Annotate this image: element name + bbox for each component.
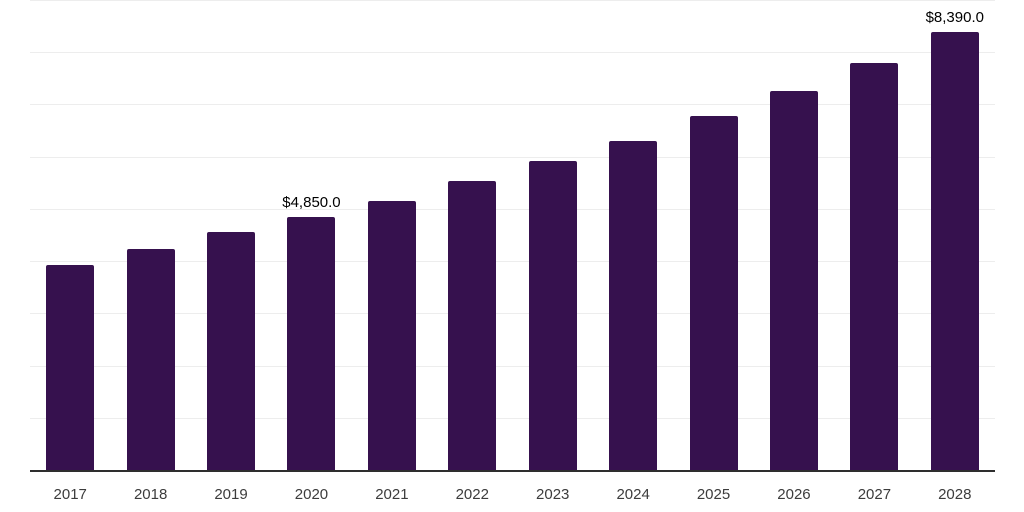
x-axis-line (30, 470, 995, 472)
bar-2018[interactable] (126, 249, 175, 470)
bar-2020[interactable] (287, 216, 336, 470)
bar-2027[interactable] (850, 62, 899, 470)
bar-2024[interactable] (609, 141, 658, 470)
x-tick-2028: 2028 (938, 486, 972, 503)
x-tick-2017: 2017 (53, 486, 87, 503)
bar-2021[interactable] (367, 200, 416, 470)
x-tick-2023: 2023 (536, 486, 570, 503)
x-tick-2027: 2027 (857, 486, 892, 503)
bar-2019[interactable] (207, 231, 256, 470)
x-tick-2018: 2018 (133, 486, 168, 503)
bar-2026[interactable] (769, 90, 818, 470)
x-tick-2026: 2026 (777, 486, 811, 503)
data-label-2020: $4,850.0 (282, 193, 341, 211)
gridline (30, 261, 995, 263)
x-tick-2020: 2020 (294, 486, 329, 503)
x-tick-2021: 2021 (375, 486, 409, 503)
x-tick-2022: 2022 (455, 486, 489, 503)
gridline (30, 156, 995, 158)
gridline (30, 417, 995, 419)
bar-2025[interactable] (689, 116, 738, 470)
gridline (30, 208, 995, 210)
bar-2017[interactable] (46, 265, 95, 470)
x-tick-2025: 2025 (696, 486, 731, 503)
gridline (30, 0, 995, 1)
data-label-2028: $8,390.0 (925, 8, 984, 26)
x-tick-2019: 2019 (214, 486, 248, 503)
gridline (30, 104, 995, 106)
x-tick-2024: 2024 (616, 486, 650, 503)
bar-2023[interactable] (528, 161, 577, 470)
gridline (30, 313, 995, 315)
gridline (30, 52, 995, 54)
bar-2022[interactable] (448, 181, 497, 470)
gridline (30, 365, 995, 367)
bar-2028[interactable] (930, 31, 979, 470)
